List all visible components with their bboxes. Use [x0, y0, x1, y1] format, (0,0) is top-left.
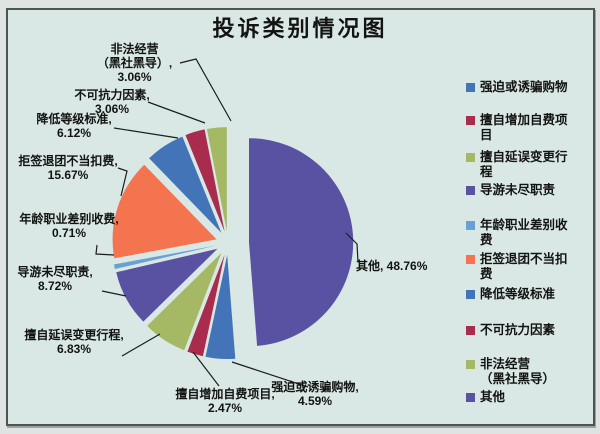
- pie-slice-extra-paid-items: [187, 254, 225, 357]
- legend-label-line: 年龄职业差别收: [480, 218, 568, 232]
- callout-label-line: 8.72%: [37, 279, 73, 293]
- legend-item-other: 其他: [466, 390, 505, 405]
- legend-swatch-icon: [466, 186, 475, 195]
- legend-label: 年龄职业差别收费: [480, 218, 568, 248]
- callout-label-line: 非法经营: [110, 42, 159, 56]
- legend-item-visa-refund-deduction: 拒签退团不当扣费: [466, 252, 568, 282]
- legend-swatch-icon: [466, 221, 475, 230]
- legend-swatch-icon: [466, 255, 475, 264]
- legend-label: 非法经营 （黑社黑导）: [480, 357, 555, 387]
- callout-label-line: 6.12%: [56, 126, 92, 140]
- leader-line-forced-shopping: [231, 361, 309, 388]
- callout-label-line: 0.71%: [51, 226, 87, 240]
- callout-label-forced-shopping: 强迫或诱骗购物, 4.59%: [250, 380, 380, 408]
- legend-label-line: 目: [480, 128, 493, 142]
- callout-label-other: 其他, 48.76%: [356, 259, 486, 273]
- legend-label-line: 程: [480, 165, 493, 179]
- callout-label-line: 年龄职业差别收费,: [19, 212, 119, 226]
- pie-slice-other: [249, 138, 354, 346]
- legend-label: 其他: [480, 390, 505, 405]
- callout-label-age-occupation-pricing: 年龄职业差别收费, 0.71%: [0, 212, 138, 240]
- leader-line-force-majeure: [147, 101, 206, 124]
- legend-swatch-icon: [466, 83, 475, 92]
- legend-label-line: （黑社黑导）: [480, 372, 556, 386]
- pie-slice-downgraded-standard: [149, 136, 222, 233]
- callout-label-line: 降低等级标准,: [36, 112, 112, 126]
- callout-label-visa-refund-deduction: 拒签退团不当扣费, 15.67%: [2, 154, 134, 182]
- leader-line-itinerary-delay-change: [121, 333, 161, 357]
- callout-label-guide-negligence: 导游未尽职责, 8.72%: [0, 265, 110, 293]
- legend-swatch-icon: [466, 393, 475, 402]
- legend-label: 降低等级标准: [480, 287, 555, 302]
- legend-label: 擅自延误变更行程: [480, 150, 568, 180]
- leader-line-visa-refund-deduction: [117, 167, 128, 197]
- legend-item-itinerary-delay-change: 擅自延误变更行程: [466, 150, 568, 180]
- callout-label-line: 擅自延误变更行程,: [24, 328, 124, 342]
- legend-item-age-occupation-pricing: 年龄职业差别收费: [466, 218, 568, 248]
- callout-label-line: 强迫或诱骗购物,: [271, 380, 359, 394]
- legend-label: 导游未尽职责: [480, 183, 555, 198]
- legend-label-line: 不可抗力因素: [480, 323, 556, 337]
- callout-label-illegal-operation: 非法经营 （黑社黑导）, 3.06%: [82, 42, 187, 84]
- callout-label-extra-paid-items: 擅自增加自费项目, 2.47%: [155, 387, 295, 415]
- callout-label-line: 4.59%: [297, 394, 333, 408]
- legend-item-downgraded-standard: 降低等级标准: [466, 287, 555, 302]
- callout-label-force-majeure: 不可抗力因素, 3.06%: [62, 88, 162, 116]
- legend-label-line: 降低等级标准: [480, 287, 556, 301]
- legend-label-line: 拒签退团不当扣: [480, 252, 568, 266]
- legend-label-line: 费: [480, 267, 493, 281]
- legend-item-illegal-operation: 非法经营 （黑社黑导）: [466, 357, 555, 387]
- callout-label-line: 拒签退团不当扣费,: [18, 154, 118, 168]
- legend-swatch-icon: [466, 116, 475, 125]
- pie-slice-visa-refund-deduction: [112, 164, 217, 259]
- callout-label-line: 3.06%: [94, 102, 130, 116]
- callout-label-itinerary-delay-change: 擅自延误变更行程, 6.83%: [5, 328, 143, 356]
- pie-slice-forced-shopping: [205, 255, 236, 360]
- pie-slice-illegal-operation: [206, 127, 227, 232]
- legend-swatch-icon: [466, 153, 475, 162]
- pie-slice-guide-negligence: [116, 248, 218, 322]
- chart-title: 投诉类别情况图: [212, 16, 388, 41]
- pie-slice-age-occupation-pricing: [114, 245, 217, 269]
- legend-label-line: 费: [480, 233, 493, 247]
- legend-swatch-icon: [466, 326, 475, 335]
- leader-line-other: [345, 232, 359, 263]
- legend-label: 拒签退团不当扣费: [480, 252, 568, 282]
- leader-line-guide-negligence: [101, 290, 127, 297]
- legend-label-line: 其他: [480, 390, 506, 404]
- legend-label-line: 擅自增加自费项: [480, 113, 568, 127]
- legend-label-line: 非法经营: [480, 357, 531, 371]
- leader-line-illegal-operation: [179, 58, 232, 122]
- callout-label-line: 导游未尽职责,: [17, 265, 93, 279]
- legend-swatch-icon: [466, 360, 475, 369]
- leader-line-extra-paid-items: [192, 351, 220, 387]
- pie-slice-force-majeure: [185, 129, 225, 232]
- legend-label-line: 强迫或诱骗购物: [480, 80, 568, 94]
- legend-swatch-icon: [466, 290, 475, 299]
- callout-label-line: 其他, 48.76%: [356, 259, 428, 273]
- callout-label-downgraded-standard: 降低等级标准, 6.12%: [20, 112, 128, 140]
- callout-label-line: （黑社黑导）,: [96, 56, 173, 70]
- legend-label: 强迫或诱骗购物: [480, 80, 568, 95]
- legend-item-guide-negligence: 导游未尽职责: [466, 183, 555, 198]
- callout-label-line: 2.47%: [207, 401, 243, 415]
- callout-label-line: 3.06%: [117, 70, 152, 84]
- callout-label-line: 6.83%: [56, 342, 92, 356]
- leader-line-downgraded-standard: [113, 127, 179, 139]
- legend-label: 擅自增加自费项目: [480, 113, 568, 143]
- legend-item-forced-shopping: 强迫或诱骗购物: [466, 80, 568, 95]
- pie-slice-itinerary-delay-change: [147, 253, 222, 351]
- legend-label-line: 导游未尽职责: [480, 183, 556, 197]
- legend-label: 不可抗力因素: [480, 323, 555, 338]
- legend-item-force-majeure: 不可抗力因素: [466, 323, 555, 338]
- leader-line-age-occupation-pricing: [95, 244, 115, 256]
- callout-label-line: 擅自增加自费项目,: [175, 387, 275, 401]
- callout-label-line: 不可抗力因素,: [74, 88, 150, 102]
- callout-label-line: 15.67%: [47, 168, 89, 182]
- legend-label-line: 擅自延误变更行: [480, 150, 568, 164]
- legend-item-extra-paid-items: 擅自增加自费项目: [466, 113, 568, 143]
